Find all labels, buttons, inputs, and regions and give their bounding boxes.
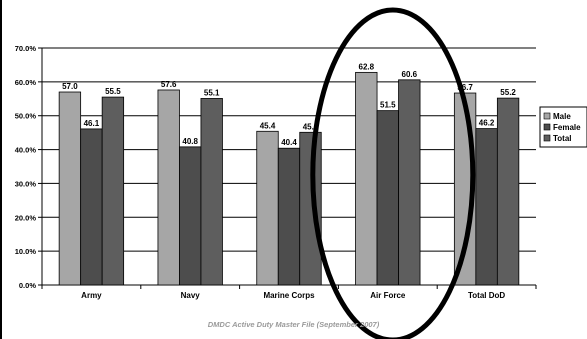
y-tick-label: 60.0% bbox=[15, 78, 37, 87]
y-tick-label: 30.0% bbox=[15, 179, 37, 188]
data-label: 57.6 bbox=[161, 80, 177, 89]
data-label: 40.8 bbox=[182, 137, 198, 146]
data-label: 60.6 bbox=[402, 70, 418, 79]
legend-label: Male bbox=[553, 112, 571, 121]
bar-female bbox=[277, 147, 301, 286]
bar-total bbox=[101, 96, 125, 286]
legend: Male Female Total bbox=[539, 106, 587, 148]
category-labels: Army Navy Marine Corps Air Force Total DoD bbox=[81, 291, 505, 300]
legend-swatch-total bbox=[543, 134, 551, 142]
legend-label: Female bbox=[553, 123, 581, 132]
bar-total bbox=[398, 79, 421, 286]
data-label: 57.0 bbox=[62, 82, 78, 91]
category-label: Army bbox=[81, 291, 102, 300]
category-label: Air Force bbox=[370, 291, 406, 300]
data-label: 62.8 bbox=[359, 62, 375, 71]
data-label: 45.1 bbox=[303, 122, 319, 131]
data-label: 45.4 bbox=[260, 121, 276, 130]
legend-swatch-female bbox=[543, 123, 551, 131]
data-labels: 57.0 46.1 55.5 57.6 40.8 55.1 45.4 40.4 45.1 62.8… bbox=[62, 62, 516, 147]
source-note: DMDC Active Duty Master File (September … bbox=[207, 320, 380, 329]
legend-label: Total bbox=[553, 134, 572, 143]
category-label: Marine Corps bbox=[263, 291, 315, 300]
bar-female bbox=[376, 110, 399, 286]
highlight-ellipse bbox=[310, 7, 476, 339]
legend-swatch-male bbox=[543, 112, 551, 120]
data-label: 46.2 bbox=[479, 119, 495, 128]
data-label: 46.1 bbox=[84, 119, 100, 128]
bar-male bbox=[256, 130, 279, 286]
data-label: 55.5 bbox=[105, 87, 121, 96]
bar-male bbox=[157, 89, 180, 286]
bar-male bbox=[58, 91, 82, 286]
y-tick-label: 50.0% bbox=[15, 112, 37, 121]
data-label: 51.5 bbox=[380, 101, 396, 110]
bar-total bbox=[200, 98, 223, 286]
y-tick-label: 20.0% bbox=[15, 213, 37, 222]
y-tick-label: 0.0% bbox=[19, 281, 36, 290]
y-tick-label: 40.0% bbox=[15, 146, 37, 155]
data-label: 40.4 bbox=[281, 138, 297, 147]
bars bbox=[58, 71, 520, 286]
category-label: Total DoD bbox=[468, 291, 505, 300]
category-label: Navy bbox=[181, 291, 201, 300]
y-tick-label: 10.0% bbox=[15, 247, 37, 256]
bar-female bbox=[80, 128, 103, 286]
y-tick-label: 70.0% bbox=[15, 44, 37, 53]
bar-total bbox=[299, 131, 322, 286]
data-label: 55.2 bbox=[500, 88, 516, 97]
bar-male bbox=[355, 71, 378, 286]
data-label: 56.7 bbox=[457, 83, 473, 92]
highlight-overlay bbox=[310, 7, 476, 339]
bar-female bbox=[475, 128, 498, 286]
bar-total bbox=[496, 97, 520, 286]
bar-female bbox=[179, 146, 202, 286]
data-label: 55.1 bbox=[204, 88, 220, 97]
